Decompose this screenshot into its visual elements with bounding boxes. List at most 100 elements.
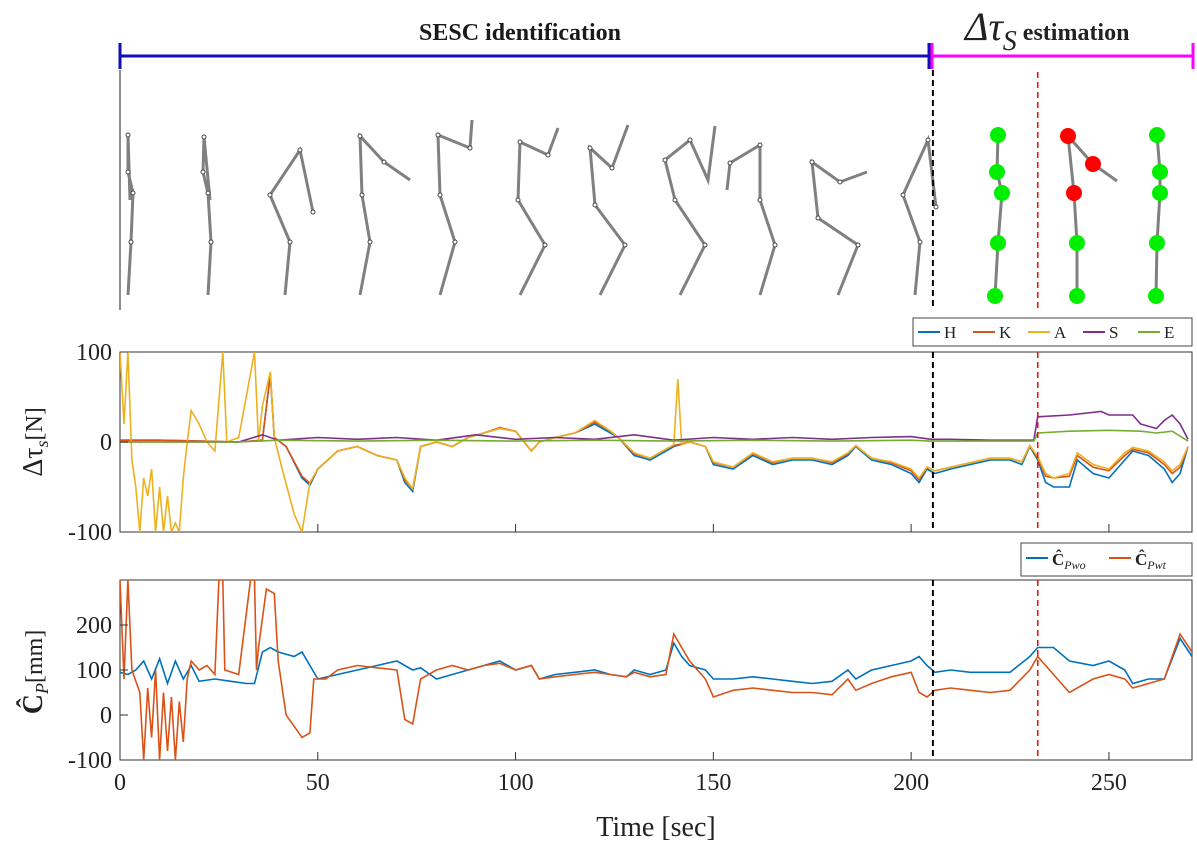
cp-series-group	[120, 580, 1192, 760]
cp-xtick-label: 150	[695, 770, 731, 796]
skeleton-joint	[837, 179, 843, 185]
skeleton-joint	[609, 165, 615, 171]
tau-ylabel-sub: s	[32, 441, 52, 448]
ok-joint-marker	[1152, 164, 1168, 180]
skeleton-joint	[125, 169, 131, 175]
estimation-label-sub: S	[1003, 26, 1017, 57]
skeleton-joint	[437, 192, 443, 198]
skeleton-pose-5	[516, 127, 560, 296]
cp-ytick-label: 200	[76, 613, 112, 639]
skeleton-pose-2	[268, 146, 315, 296]
tau-legend-label: E	[1164, 323, 1174, 342]
skeleton-pose-9	[810, 158, 868, 296]
skeleton-joint	[672, 197, 678, 203]
fault-joint-marker	[1066, 185, 1082, 201]
ok-joint-marker	[1069, 288, 1085, 304]
tau-ytick-label: 0	[100, 430, 112, 456]
tau-legend-label: H	[944, 323, 956, 342]
ok-joint-marker	[1152, 185, 1168, 201]
skeleton-joint	[772, 242, 778, 248]
cp-xtick-label: 100	[498, 770, 534, 796]
skeleton-joint	[622, 242, 628, 248]
ok-joint-marker	[987, 288, 1003, 304]
skeleton-joint	[381, 159, 387, 165]
tau-panel: 100 0 -100 Δτs[N] H K A S E	[18, 317, 1193, 546]
estimation-phase-label: ΔτS estimation	[963, 4, 1129, 57]
cp-ylabel: ĈP[mm]	[17, 630, 52, 715]
skeleton-joint	[200, 169, 206, 175]
ok-joint-marker	[1148, 288, 1164, 304]
skeleton-joint	[933, 204, 939, 210]
tau-series-line-0	[120, 374, 1189, 494]
cp-series-line-1	[120, 580, 1192, 760]
skeleton-panel	[119, 70, 1168, 310]
skeleton-joint	[310, 209, 316, 215]
skeleton-joint	[515, 197, 521, 203]
skeleton-joint	[287, 239, 293, 245]
ok-joint-marker	[989, 164, 1005, 180]
fault-joint-marker	[1085, 156, 1101, 172]
cp-legend-box	[1020, 542, 1193, 577]
estimated-pose-2	[1154, 134, 1162, 297]
skeleton-joint	[205, 190, 211, 196]
skeleton-joint	[517, 139, 523, 145]
cp-xtick-label: 50	[306, 770, 330, 796]
tau-series-line-4	[120, 429, 1189, 443]
skeleton-joint	[267, 192, 273, 198]
skeleton-pose-3	[358, 132, 411, 296]
skeleton-joint	[925, 137, 931, 143]
skeleton-joint	[809, 159, 815, 165]
phase-annotations: SESC identification ΔτS estimation	[118, 4, 1195, 69]
skeleton-pose-1	[201, 136, 213, 296]
skeleton-joint	[367, 239, 373, 245]
cp-ytick-label: -100	[68, 748, 112, 774]
skeleton-joint	[435, 132, 441, 138]
skeleton-joint	[757, 142, 763, 148]
skeleton-joint	[452, 239, 458, 245]
cp-legend-label: ĈPwt	[1135, 549, 1167, 572]
tau-ylabel-prefix: Δτ	[18, 448, 49, 477]
tau-series-line-3	[120, 410, 1189, 443]
tau-legend-label: A	[1054, 323, 1067, 342]
ok-joint-marker	[1069, 235, 1085, 251]
estimation-label-prefix: Δτ	[963, 4, 1004, 49]
skeleton-joint	[359, 192, 365, 198]
skeleton-poses	[125, 119, 1168, 304]
tau-ytick-label: 100	[76, 340, 112, 366]
skeleton-joint	[727, 160, 733, 166]
cp-ylabel-unit: [mm]	[22, 630, 48, 683]
cp-plot-frame	[119, 579, 1193, 761]
skeleton-joint	[208, 239, 214, 245]
skeleton-pose-10	[901, 134, 938, 296]
skeleton-pose-7	[663, 125, 717, 296]
skeleton-pose-0	[126, 134, 135, 296]
skeleton-joint	[545, 152, 551, 158]
cp-xtick-label: 250	[1091, 770, 1127, 796]
cp-ytick-label: 100	[76, 658, 112, 684]
estimation-label-suffix: estimation	[1017, 20, 1130, 46]
ok-joint-marker	[1149, 127, 1165, 143]
skeleton-joint	[702, 242, 708, 248]
estimated-pose-0	[993, 134, 1004, 297]
cp-legend-label: ĈPwo	[1052, 549, 1086, 572]
skeleton-joint	[467, 145, 473, 151]
tau-series-line-2	[120, 352, 1189, 532]
skeleton-joint	[587, 145, 593, 151]
skeleton-joint	[687, 137, 693, 143]
skeleton-joint	[297, 147, 303, 153]
skeleton-joint	[662, 157, 668, 163]
identification-phase-label: SESC identification	[419, 20, 621, 46]
fault-joint-marker	[1060, 128, 1076, 144]
ok-joint-marker	[1149, 235, 1165, 251]
skeleton-joint	[125, 132, 131, 138]
tau-y-ticks: 100 0 -100	[68, 340, 128, 546]
skeleton-joint	[917, 239, 923, 245]
time-markers	[931, 70, 1039, 760]
skeleton-joint	[357, 133, 363, 139]
skeleton-joint	[128, 239, 134, 245]
tau-series-line-1	[120, 373, 1189, 491]
skeleton-pose-8	[725, 142, 777, 296]
